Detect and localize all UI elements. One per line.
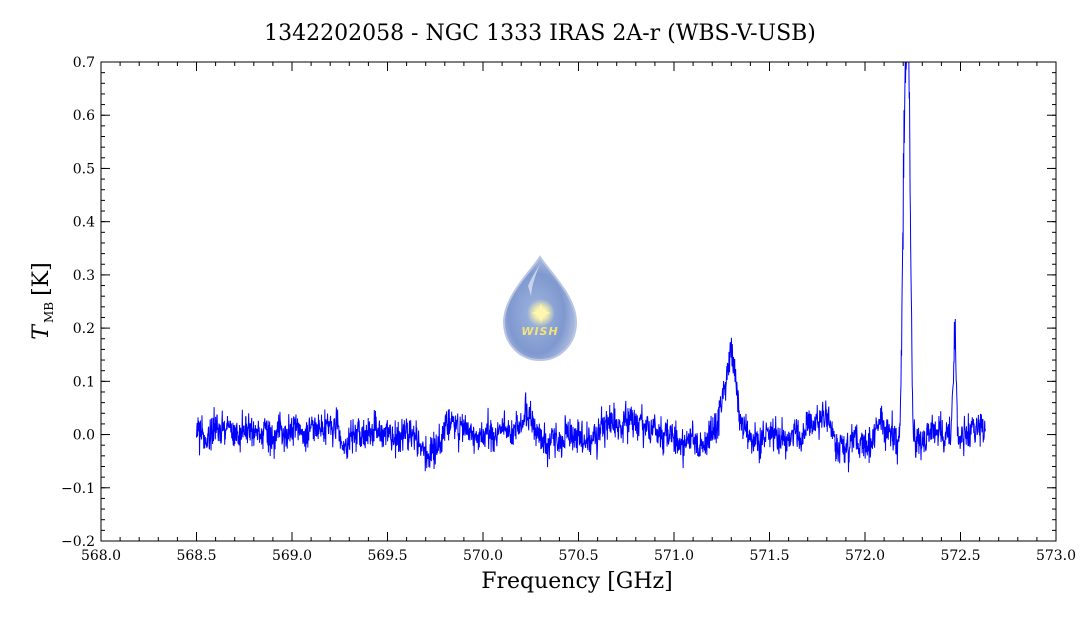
y-tick-label: −0.2	[61, 534, 95, 550]
x-tick-label: 570.0	[463, 548, 503, 564]
x-axis-label: Frequency [GHz]	[481, 569, 673, 594]
x-tick-label: 572.5	[940, 548, 980, 564]
axis-ticks	[100, 61, 1057, 542]
wish-logo-text: WISH	[521, 325, 558, 338]
x-tick-label: 568.0	[81, 548, 121, 564]
y-tick-label: 0.0	[73, 428, 95, 444]
x-tick-label: 573.0	[1036, 548, 1076, 564]
y-axis-label-unit: [K]	[29, 262, 54, 296]
y-tick-label: 0.7	[73, 55, 95, 71]
spectrum-series-line	[196, 62, 986, 473]
x-tick-label: 569.5	[367, 548, 407, 564]
x-tick-label: 569.0	[272, 548, 312, 564]
x-tick-label: 568.5	[176, 548, 216, 564]
x-tick-label: 571.5	[749, 548, 789, 564]
y-tick-label: 0.6	[73, 108, 95, 124]
y-tick-label: 0.5	[73, 161, 95, 177]
y-axis-label: TMB [K]	[29, 262, 56, 339]
svg-text:TMB[K]: TMB [K]	[29, 262, 56, 339]
y-tick-label: −0.1	[61, 481, 95, 497]
plot-frame	[100, 61, 1057, 542]
y-tick-label: 0.2	[73, 321, 95, 337]
x-tick-label: 572.0	[845, 548, 885, 564]
y-axis-label-subscript: MB	[42, 302, 56, 323]
y-tick-label: 0.1	[73, 374, 95, 390]
y-tick-label: 0.4	[73, 215, 95, 231]
y-axis-label-symbol: T	[29, 323, 54, 340]
x-tick-label: 571.0	[654, 548, 694, 564]
y-tick-label: 0.3	[73, 268, 95, 284]
axis-tick-labels: 568.0 568.5 569.0 569.5 570.0 570.5 571.0 571.5…	[61, 55, 1076, 564]
x-tick-label: 570.5	[558, 548, 598, 564]
wish-logo: WISH	[502, 255, 578, 362]
chart-title: 1342202058 - NGC 1333 IRAS 2A-r (WBS-V-U…	[264, 21, 816, 46]
